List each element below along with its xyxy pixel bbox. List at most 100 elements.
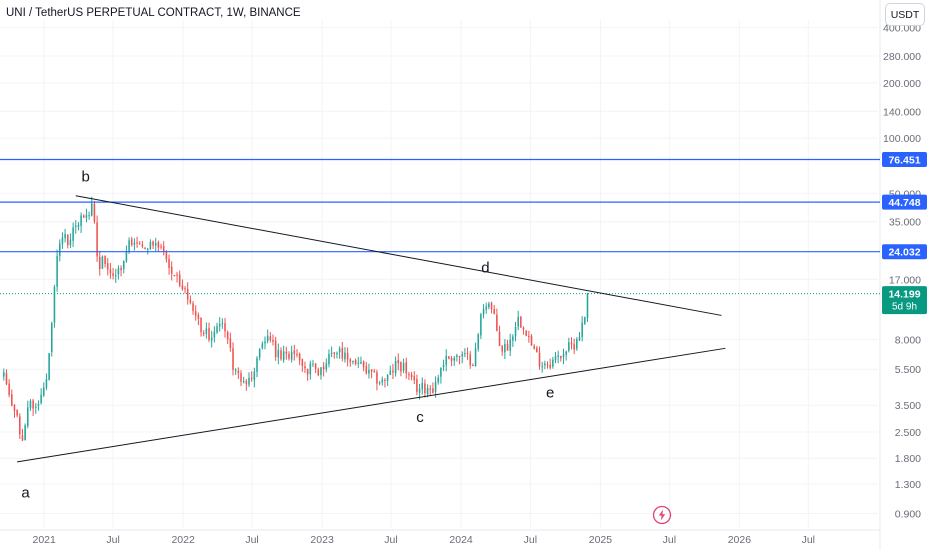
- candle-body: [178, 274, 181, 286]
- candle-body: [336, 352, 338, 355]
- candle-body: [274, 340, 277, 357]
- price-axis[interactable]: 0.900 1.300 1.800 2.500 3.500 5.500 8.000 17.00…: [883, 23, 921, 521]
- y-tick-label: 2.500: [895, 427, 921, 439]
- candle-body: [453, 357, 456, 361]
- candle-body: [122, 260, 125, 270]
- candle-body: [24, 425, 26, 441]
- trendlines[interactable]: [17, 195, 726, 463]
- candle-body: [293, 350, 296, 354]
- currency-button[interactable]: USDT: [885, 3, 925, 26]
- time-axis[interactable]: 2021 Jul 2022 Jul 2023 Jul 2024 Jul 2025 Jul 2026 J…: [32, 534, 815, 546]
- level-price-label: 24.032: [888, 247, 920, 259]
- y-tick-label: 3.500: [895, 400, 921, 412]
- candle-body: [370, 369, 373, 372]
- candle-body: [576, 339, 578, 349]
- trendline-lower[interactable]: [17, 347, 726, 463]
- candle-body: [240, 373, 242, 382]
- candle-body: [133, 242, 136, 245]
- candle-body: [253, 371, 256, 381]
- candle-body: [338, 348, 341, 353]
- candle-body: [298, 353, 301, 361]
- candle-body: [245, 381, 248, 384]
- candle-body: [392, 370, 394, 373]
- candle-body: [357, 362, 360, 364]
- y-tick-label: 1.800: [895, 453, 921, 465]
- candle-body: [27, 407, 29, 427]
- candle-body: [125, 251, 128, 262]
- candle-body: [352, 360, 354, 363]
- candle-body: [413, 376, 416, 381]
- candle-body: [394, 361, 397, 374]
- candle-body: [98, 256, 101, 270]
- x-tick-label: Jul: [663, 534, 676, 546]
- wave-label-d: d: [481, 260, 489, 277]
- x-tick-label: Jul: [524, 534, 537, 546]
- candle-body: [205, 328, 208, 334]
- candle-body: [349, 359, 352, 363]
- candle-body: [170, 266, 173, 274]
- candle-body: [554, 356, 557, 361]
- grid: [0, 0, 881, 550]
- candle-body: [442, 364, 445, 368]
- y-tick-label: 280.000: [883, 51, 921, 63]
- candle-body: [333, 352, 336, 354]
- candle-body: [269, 336, 272, 340]
- candle-body: [562, 354, 565, 358]
- y-tick-label: 1.300: [895, 479, 921, 491]
- candle-body: [280, 350, 282, 360]
- candle-body: [162, 246, 165, 252]
- candle-body: [312, 363, 314, 365]
- candle-body: [506, 343, 509, 351]
- candle-body: [426, 388, 429, 395]
- candle-body: [509, 339, 511, 351]
- candle-body: [520, 316, 522, 328]
- candle-body: [416, 379, 418, 392]
- candle-body: [389, 370, 392, 375]
- candle-body: [189, 299, 192, 303]
- trendline-upper[interactable]: [75, 195, 722, 316]
- candle-body: [69, 239, 72, 245]
- lightning-bolt-icon[interactable]: [652, 505, 672, 525]
- candle-body: [226, 332, 229, 340]
- candle-body: [104, 255, 106, 264]
- candle-body: [570, 342, 573, 345]
- candle-body: [421, 382, 424, 390]
- candle-body: [418, 388, 421, 393]
- candle-body: [549, 364, 551, 368]
- candle-body: [301, 359, 304, 366]
- candle-body: [130, 239, 133, 245]
- candle-body: [373, 370, 376, 372]
- candle-body: [77, 224, 80, 227]
- horizontal-levels[interactable]: [0, 158, 880, 295]
- candle-body: [314, 363, 317, 369]
- candle-body: [498, 331, 501, 347]
- candle-body: [410, 374, 413, 378]
- candle-body: [368, 369, 370, 374]
- candles: [3, 196, 589, 442]
- wave-labels: a b c d e: [21, 168, 554, 501]
- candle-body: [58, 243, 61, 256]
- candle-body: [344, 352, 346, 360]
- candle-body: [213, 331, 216, 338]
- wave-label-a: a: [21, 484, 30, 501]
- candle-body: [360, 362, 362, 364]
- candle-body: [106, 263, 109, 270]
- candle-body: [218, 323, 221, 327]
- candle-body: [424, 383, 426, 394]
- candle-body: [362, 361, 365, 368]
- y-tick-label: 35.000: [889, 217, 921, 229]
- candle-body: [194, 311, 197, 316]
- candle-body: [19, 416, 21, 435]
- candle-body: [402, 363, 405, 371]
- wave-label-b: b: [81, 168, 89, 185]
- candle-body: [165, 252, 168, 260]
- candle-body: [328, 353, 330, 365]
- candle-body: [581, 322, 583, 337]
- candle-body: [517, 316, 519, 327]
- y-tick-label: 140.000: [883, 106, 921, 118]
- candle-body: [181, 285, 184, 290]
- candle-body: [40, 394, 42, 404]
- candle-body: [277, 349, 280, 358]
